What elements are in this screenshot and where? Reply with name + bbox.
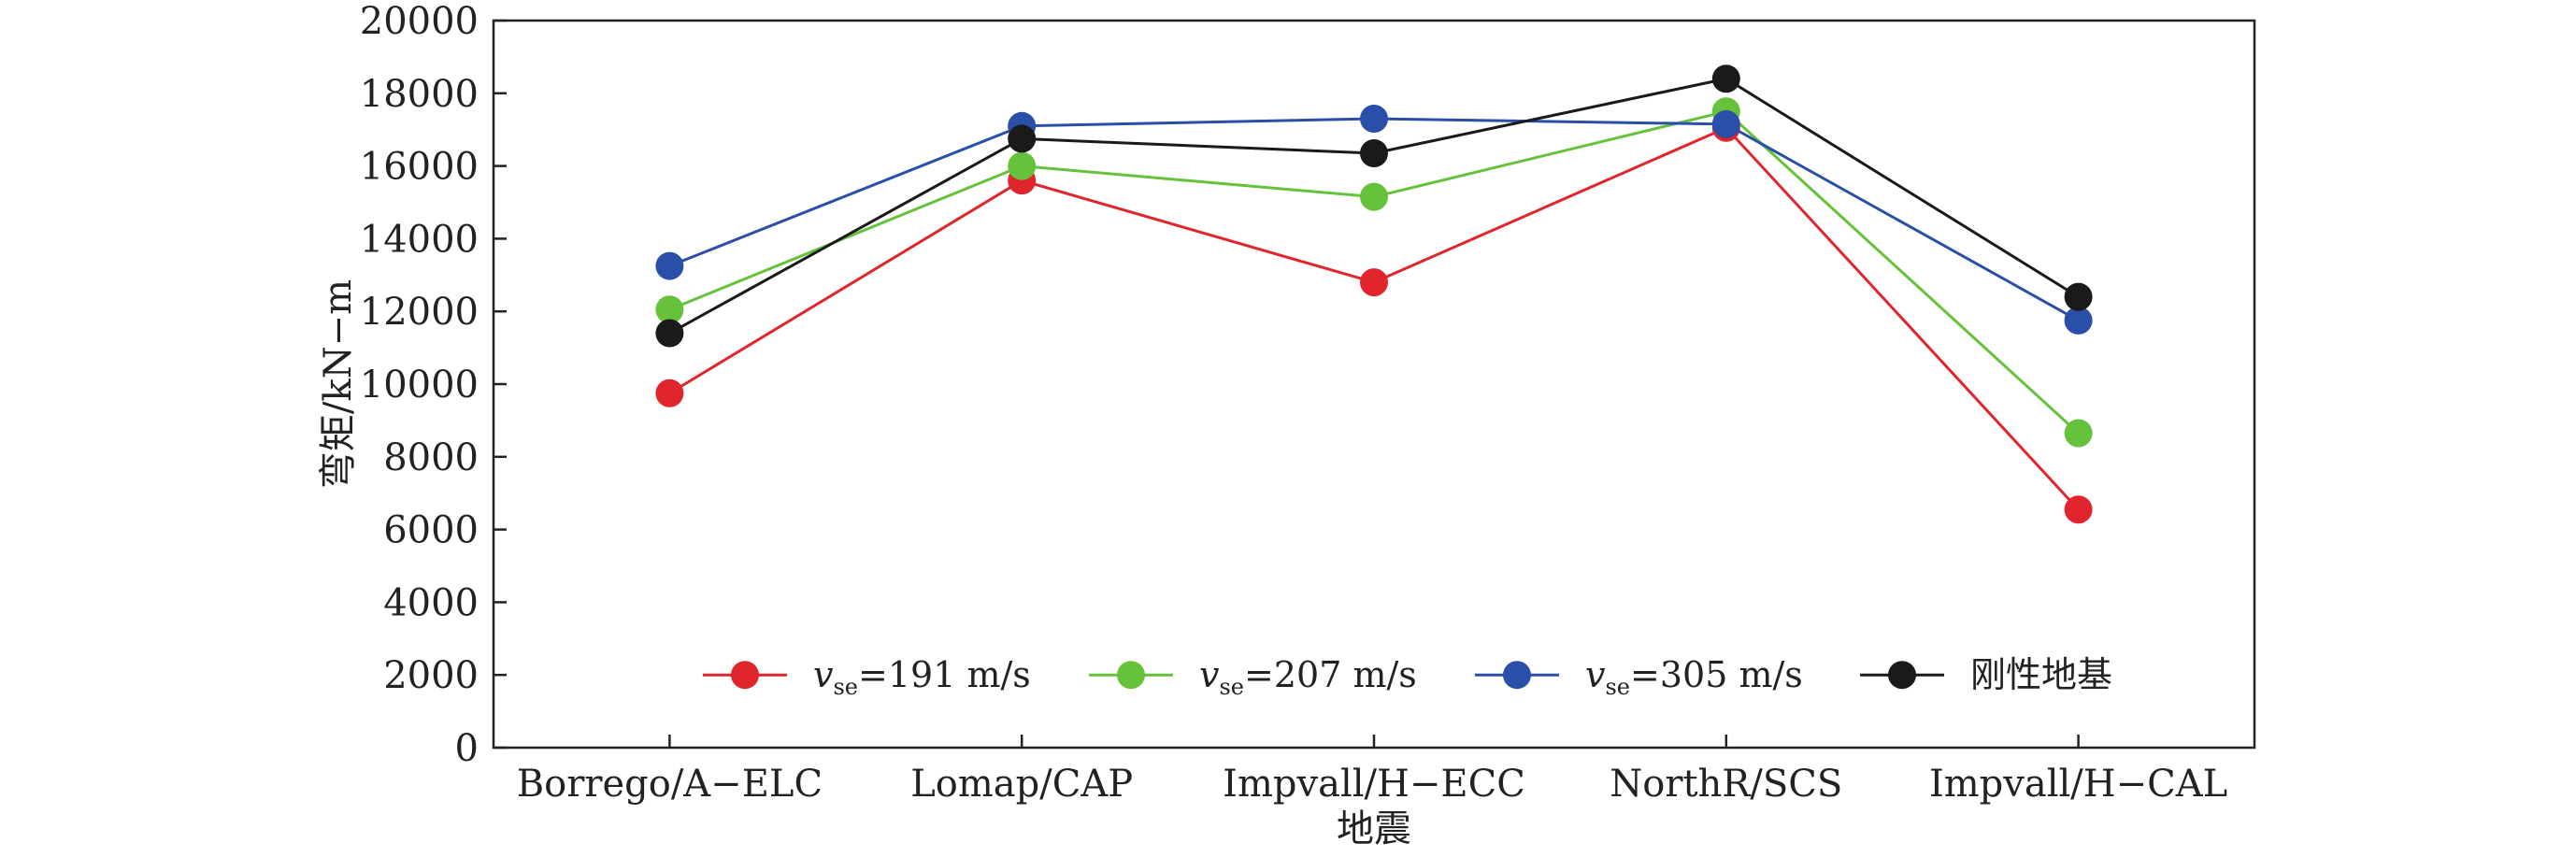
series-layer: [655, 64, 2093, 524]
data-point: [655, 379, 684, 407]
y-tick-label: 16000: [360, 146, 479, 189]
data-point: [2064, 419, 2093, 448]
data-point: [1360, 105, 1388, 134]
data-point: [1360, 182, 1388, 211]
legend-item: vse=191 m/s: [703, 654, 1031, 700]
y-tick-label: 18000: [360, 73, 479, 116]
y-tick-label: 0: [455, 727, 479, 770]
legend-label: vse=305 m/s: [1585, 654, 1803, 700]
y-tick-label: 20000: [360, 0, 479, 43]
y-axis-title: 弯矩/kN−m: [317, 279, 360, 489]
data-point: [655, 319, 684, 348]
legend-swatch-marker: [731, 661, 759, 690]
y-tick-label: 4000: [383, 581, 479, 624]
x-axis-title: 地震: [1337, 807, 1411, 850]
data-point: [2064, 495, 2093, 524]
legend-swatch-marker: [1888, 661, 1916, 690]
x-tick-label: Impvall/H−CAL: [1929, 763, 2227, 806]
series-3: [655, 105, 2093, 335]
legend-label: vse=191 m/s: [813, 654, 1031, 700]
data-point: [1711, 109, 1740, 138]
y-tick-label: 12000: [360, 291, 479, 334]
x-axis: Borrego/A−ELC Lomap/CAP Impvall/H−ECC North…: [517, 735, 2227, 806]
y-tick-label: 8000: [383, 436, 479, 479]
legend-swatch-marker: [1503, 661, 1531, 690]
data-point: [1008, 124, 1037, 153]
data-point: [655, 295, 684, 324]
y-tick-label: 14000: [360, 218, 479, 261]
data-point: [2064, 306, 2093, 335]
x-tick-label: Lomap/CAP: [910, 763, 1133, 806]
legend-swatch-marker: [1117, 661, 1145, 690]
x-tick-label: Borrego/A−ELC: [517, 763, 823, 806]
data-point: [655, 251, 684, 280]
x-tick-label: Impvall/H−ECC: [1223, 763, 1525, 806]
data-point: [1008, 151, 1037, 180]
y-tick-label: 6000: [383, 509, 479, 552]
y-axis: 0 2000 4000 6000 8000 10000 12000 14000 16000 180…: [360, 0, 507, 770]
legend-item: vse=207 m/s: [1089, 654, 1417, 700]
data-point: [2064, 282, 2093, 311]
legend-item: vse=305 m/s: [1475, 654, 1803, 700]
data-point: [1360, 268, 1388, 297]
y-tick-label: 2000: [383, 654, 479, 697]
series-4: [655, 64, 2093, 348]
data-point: [1711, 64, 1740, 93]
legend-item: 刚性地基: [1860, 654, 2112, 695]
series-1: [655, 113, 2093, 524]
data-point: [1360, 138, 1388, 167]
y-tick-label: 10000: [360, 364, 479, 407]
legend-label: 刚性地基: [1970, 654, 2112, 695]
legend-label: vse=207 m/s: [1199, 654, 1417, 700]
legend: vse=191 m/s vse=207 m/s vse=305 m/s 刚性地基: [703, 654, 2112, 700]
x-tick-label: NorthR/SCS: [1610, 763, 1842, 806]
